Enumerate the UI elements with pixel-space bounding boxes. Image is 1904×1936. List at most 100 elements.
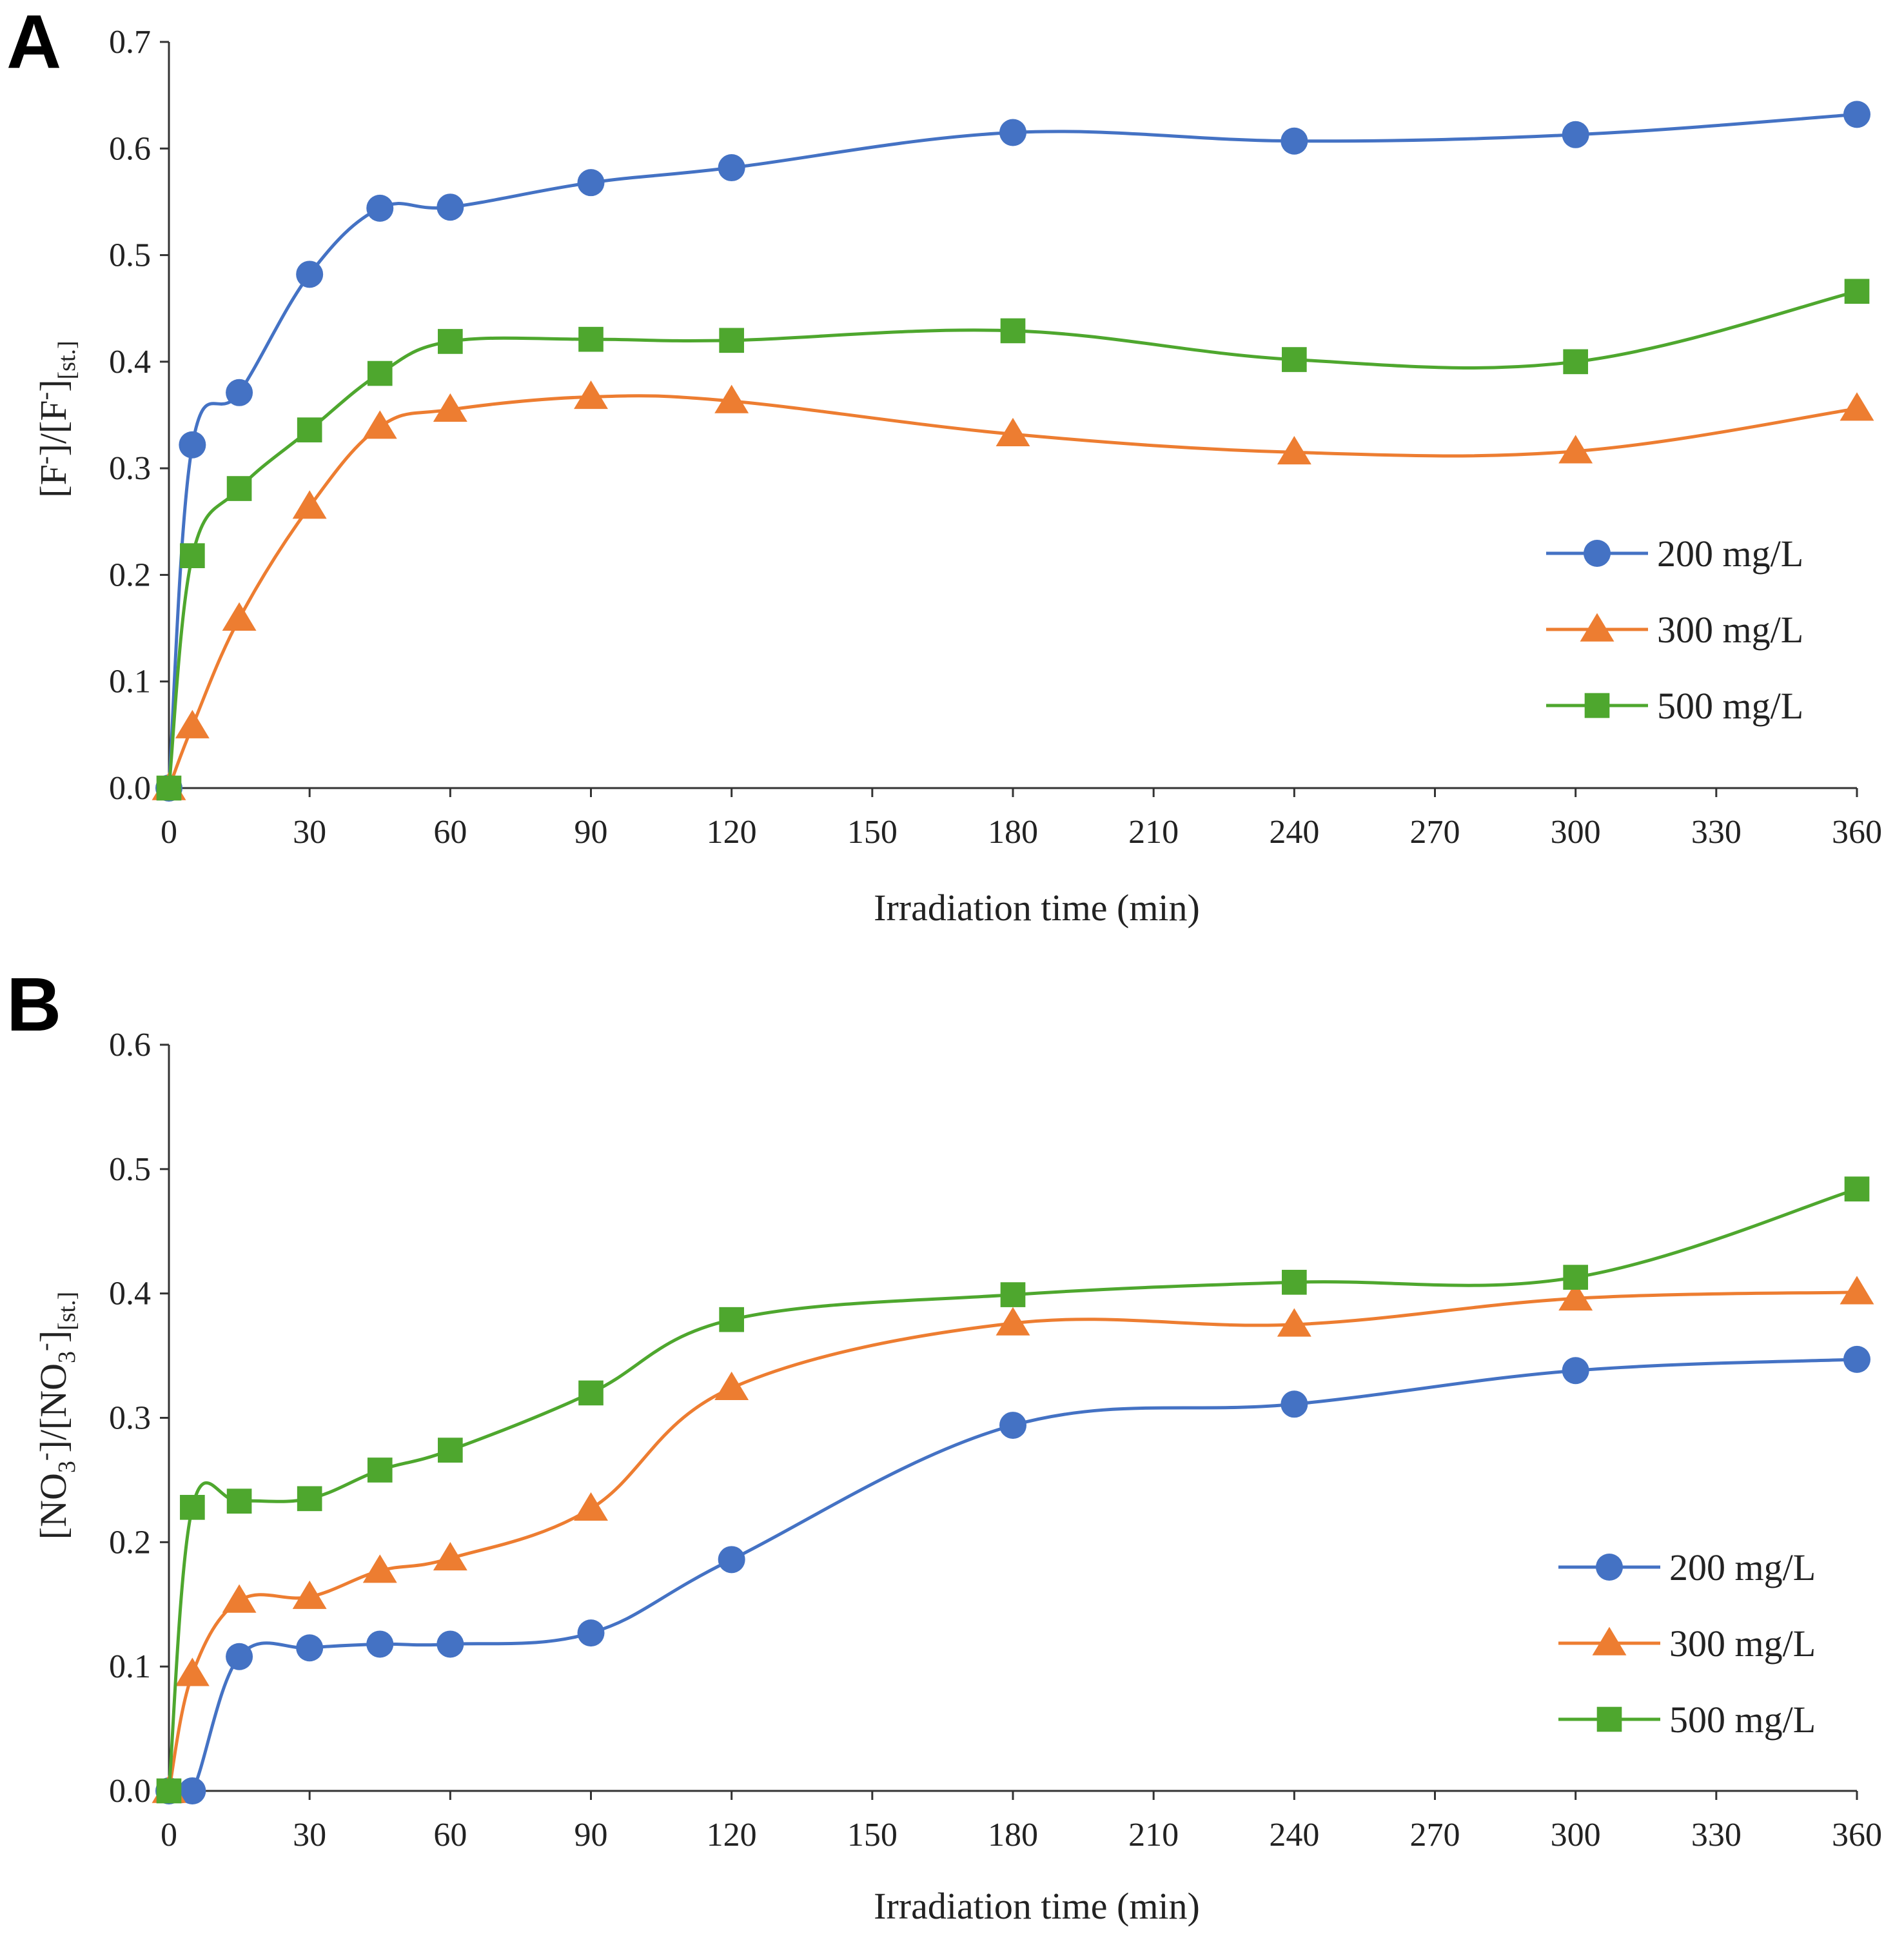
panel-b: B 0.0 0.1 0.2 0.3 0.4 0.5 0.6 0 30 60 90 120 150 180 2… <box>6 962 1882 1927</box>
data-point <box>1000 318 1026 344</box>
data-point <box>574 1492 608 1521</box>
data-point <box>366 194 394 222</box>
data-point <box>578 326 604 352</box>
legend-label: 300 mg/L <box>1669 1623 1816 1664</box>
x-tick-label: 240 <box>1269 1817 1319 1853</box>
series-line <box>167 112 1858 789</box>
legend-label: 500 mg/L <box>1657 685 1803 727</box>
data-point <box>296 1634 324 1662</box>
data-point <box>1562 121 1589 148</box>
x-tick-label: 180 <box>988 1817 1038 1853</box>
x-tick-label: 0 <box>161 1817 177 1853</box>
data-point <box>719 328 744 353</box>
data-point <box>996 1307 1030 1336</box>
series-line <box>168 1358 1858 1804</box>
data-point <box>1277 435 1311 465</box>
x-tick-label: 0 <box>161 814 177 851</box>
x-tick-label: 60 <box>433 1817 467 1853</box>
data-point <box>296 261 324 288</box>
x-tick-label: 360 <box>1832 1817 1882 1853</box>
data-point <box>577 1619 605 1647</box>
data-point <box>1843 101 1870 128</box>
data-point <box>719 1307 744 1332</box>
y-tick-label: 0.2 <box>109 557 151 593</box>
data-point <box>1558 435 1593 464</box>
data-point <box>577 169 605 197</box>
data-point <box>367 361 393 386</box>
y-axis-title: [NO3-]/[NO3-][st.] <box>32 1292 81 1539</box>
data-point <box>1562 1357 1589 1385</box>
x-tick-label: 330 <box>1691 1817 1742 1853</box>
data-point <box>1840 1276 1874 1305</box>
data-point <box>180 1495 205 1520</box>
x-axis-title: Irradiation time (min) <box>874 1885 1200 1927</box>
data-point <box>999 1412 1026 1439</box>
data-point <box>1281 1390 1308 1418</box>
x-tick-label: 30 <box>293 814 326 851</box>
x-tick-label: 270 <box>1410 814 1460 851</box>
x-tick-label: 150 <box>847 814 898 851</box>
data-point <box>180 543 205 568</box>
legend-marker <box>1584 540 1611 567</box>
data-point <box>999 119 1026 146</box>
legend-label: 300 mg/L <box>1657 609 1803 651</box>
data-point <box>718 1546 745 1574</box>
data-point <box>226 476 252 501</box>
data-point <box>362 410 397 439</box>
y-tick-label: 0.0 <box>109 770 151 807</box>
y-tick-label: 0.3 <box>109 450 151 487</box>
x-tick-label: 210 <box>1128 1817 1179 1853</box>
x-tick-label: 30 <box>293 1817 326 1853</box>
data-point <box>156 1778 182 1804</box>
y-tick-label: 0.5 <box>109 1151 151 1188</box>
data-point <box>226 1488 252 1514</box>
data-point <box>438 329 463 354</box>
data-point <box>437 193 464 221</box>
data-point <box>1840 392 1874 421</box>
x-tick-label: 180 <box>988 814 1038 851</box>
x-tick-label: 90 <box>574 1817 608 1853</box>
data-point <box>578 1380 604 1406</box>
data-point <box>362 1554 397 1583</box>
legend-label: 500 mg/L <box>1669 1699 1816 1741</box>
data-point <box>714 384 749 413</box>
data-point <box>297 417 322 442</box>
data-point <box>1844 279 1870 304</box>
series-line <box>167 394 1858 789</box>
x-tick-label: 300 <box>1551 814 1601 851</box>
data-point <box>438 1437 463 1463</box>
data-point <box>433 393 467 422</box>
y-tick-label: 0.2 <box>109 1524 151 1561</box>
plot-area: 0.0 0.1 0.2 0.3 0.4 0.5 0.6 0 30 60 90 120 150 180 210… <box>109 1027 1882 1853</box>
y-tick-label: 0.3 <box>109 1400 151 1437</box>
data-point <box>226 1643 253 1670</box>
y-tick-label: 0.4 <box>109 1276 151 1312</box>
y-tick-label: 0.6 <box>109 130 151 167</box>
x-tick-label: 300 <box>1551 1817 1601 1853</box>
panel-a-letter: A <box>6 0 61 84</box>
data-point <box>366 1630 394 1658</box>
legend-label: 200 mg/L <box>1669 1546 1816 1588</box>
legend-label: 200 mg/L <box>1657 533 1803 575</box>
y-axis-title: [F-]/[F-][st.] <box>32 341 81 497</box>
data-point <box>1277 1308 1311 1337</box>
data-point <box>1281 127 1308 155</box>
data-point <box>574 380 608 410</box>
y-tick-label: 0.1 <box>109 664 151 700</box>
y-tick-label: 0.5 <box>109 237 151 274</box>
x-tick-label: 240 <box>1269 814 1319 851</box>
data-point <box>297 1486 322 1512</box>
panel-a: A 0.0 0.1 0.2 0.3 0.4 0.5 0.6 0.7 0 30 60 90 120 150 1… <box>6 0 1882 929</box>
legend-marker <box>1596 1554 1623 1581</box>
series-line <box>167 1187 1858 1792</box>
x-tick-label: 360 <box>1832 814 1882 851</box>
series-line <box>167 1290 1858 1792</box>
data-point <box>1843 1345 1870 1373</box>
x-tick-label: 60 <box>433 814 467 851</box>
data-point <box>433 1542 467 1571</box>
data-point <box>367 1457 393 1483</box>
data-point <box>175 709 210 738</box>
data-point <box>996 417 1030 446</box>
data-point <box>292 1580 327 1609</box>
x-tick-label: 330 <box>1691 814 1742 851</box>
